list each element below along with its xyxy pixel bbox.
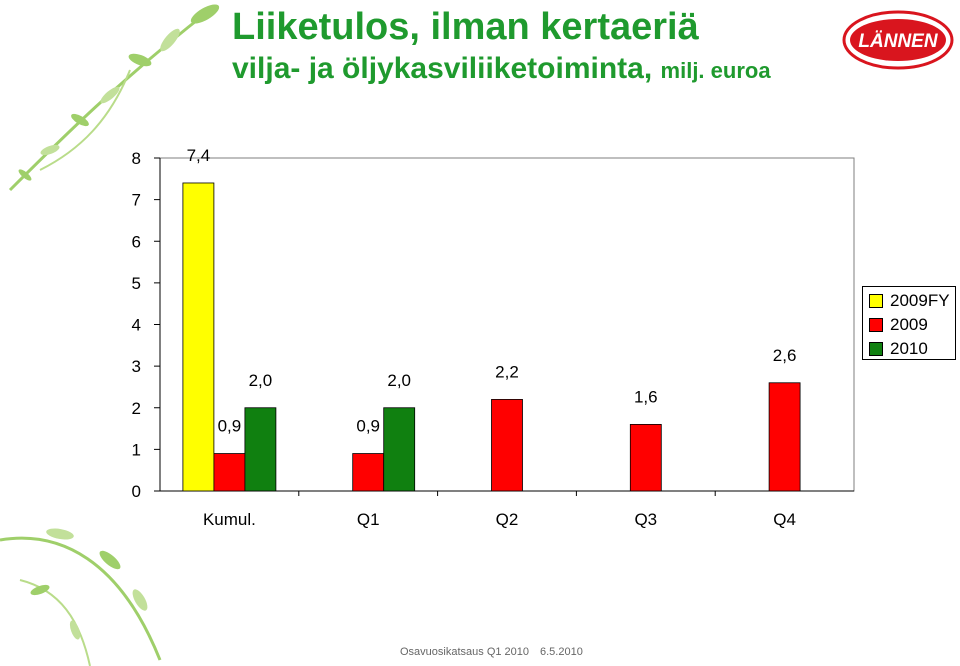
x-tick-label: Q2 <box>496 510 519 529</box>
y-tick-label: 0 <box>132 482 141 501</box>
data-label: 2,6 <box>773 346 797 365</box>
bar-2010-kumul <box>244 407 277 492</box>
bars <box>182 182 801 492</box>
y-tick-label: 5 <box>132 274 141 293</box>
y-tick-label: 6 <box>132 232 141 251</box>
legend-swatch-2009fy <box>869 294 883 308</box>
footer-date: 6.5.2010 <box>540 646 583 658</box>
legend-item-2009fy: 2009FY <box>869 289 955 313</box>
leaf-decoration-bottom <box>0 528 162 666</box>
bar-2009-q4 <box>768 382 801 492</box>
y-axis: 0 1 2 3 4 5 6 7 8 <box>132 149 161 501</box>
legend-label-2009: 2009 <box>890 315 928 334</box>
legend-item-2009: 2009 <box>869 313 955 337</box>
bar-2009-q3 <box>629 423 662 492</box>
bar-2010-q1 <box>383 407 416 492</box>
x-tick-label: Q3 <box>634 510 657 529</box>
data-label: 2,0 <box>249 371 273 390</box>
y-tick-label: 1 <box>132 440 141 459</box>
x-tick-label: Q1 <box>357 510 380 529</box>
data-label: 2,0 <box>387 371 411 390</box>
page-title: Liiketulos, ilman kertaeriä <box>232 6 699 48</box>
leaf-decoration-top <box>8 4 220 192</box>
data-label: 2,2 <box>495 362 519 381</box>
y-tick-label: 3 <box>132 357 141 376</box>
bar-2009fy-kumul <box>182 182 215 492</box>
lannen-logo: LÄNNEN <box>842 10 954 70</box>
footer-presentation: Osavuosikatsaus Q1 2010 <box>400 646 530 658</box>
legend-label-2009fy: 2009FY <box>890 291 950 310</box>
data-label: 0,9 <box>356 417 380 436</box>
bar-2009-kumul <box>213 453 246 492</box>
legend-swatch-2009 <box>869 318 883 332</box>
logo-text: LÄNNEN <box>858 31 938 52</box>
y-tick-label: 2 <box>132 399 141 418</box>
bar-2009-q2 <box>491 399 523 492</box>
subtitle-text: vilja- ja öljykasviliiketoiminta, <box>232 52 653 85</box>
x-tick-label: Q4 <box>773 510 796 529</box>
x-tick-label: Kumul. <box>203 510 256 529</box>
data-label: 7,4 <box>187 146 211 165</box>
y-tick-label: 4 <box>132 316 141 335</box>
y-tick-label: 7 <box>132 191 141 210</box>
legend-item-2010: 2010 <box>869 337 955 361</box>
y-tick-label: 8 <box>132 149 141 168</box>
bar-2009-q1 <box>352 453 385 492</box>
subtitle-unit: milj. euroa <box>660 58 771 83</box>
legend-label-2010: 2010 <box>890 339 928 358</box>
legend-swatch-2010 <box>869 342 883 356</box>
bar-labels: 7,4 0,9 2,0 0,9 2,0 2,2 1,6 2,6 <box>187 146 797 436</box>
data-label: 0,9 <box>218 417 242 436</box>
data-label: 1,6 <box>634 387 658 406</box>
legend: 2009FY 2009 2010 <box>862 286 956 360</box>
page-subtitle: vilja- ja öljykasviliiketoiminta, milj. … <box>232 52 771 85</box>
x-axis: Kumul. Q1 Q2 Q3 Q4 <box>160 490 854 529</box>
